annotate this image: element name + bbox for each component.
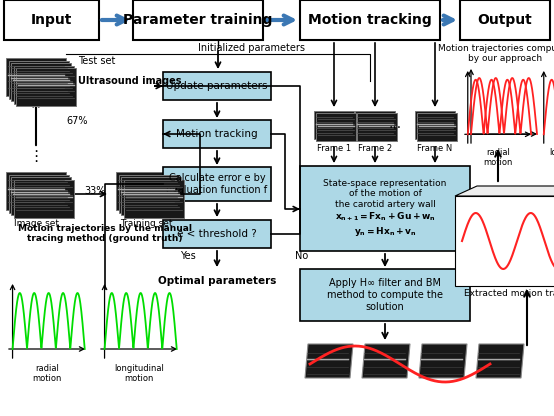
Text: Update parameters: Update parameters [166, 81, 268, 91]
Text: Image set: Image set [13, 219, 59, 228]
Text: Output: Output [478, 13, 532, 27]
Text: State-space representation
of the motion of
the carotid artery wall
$\mathbf{x_{: State-space representation of the motion… [324, 179, 447, 238]
Text: longitudinal
motion: longitudinal motion [549, 148, 554, 167]
Text: Extracted motion trajectory: Extracted motion trajectory [464, 289, 554, 298]
FancyBboxPatch shape [300, 269, 470, 321]
Text: Apply H∞ filter and BM
method to compute the
solution: Apply H∞ filter and BM method to compute… [327, 278, 443, 312]
FancyBboxPatch shape [116, 172, 176, 210]
FancyBboxPatch shape [6, 58, 66, 96]
Polygon shape [305, 344, 353, 378]
Text: Ultrasound images: Ultrasound images [78, 76, 182, 86]
Polygon shape [476, 344, 524, 378]
FancyBboxPatch shape [460, 0, 550, 40]
FancyBboxPatch shape [6, 172, 66, 210]
FancyBboxPatch shape [417, 113, 457, 141]
Text: Frame 2: Frame 2 [358, 144, 392, 153]
Text: longitudinal
motion: longitudinal motion [114, 364, 164, 384]
Text: Parameter training: Parameter training [124, 13, 273, 27]
Text: Yes: Yes [180, 251, 196, 261]
Polygon shape [455, 186, 554, 196]
Text: 67%: 67% [66, 116, 88, 126]
Text: radial
motion: radial motion [32, 364, 61, 384]
FancyBboxPatch shape [13, 179, 74, 218]
Polygon shape [419, 344, 467, 378]
FancyBboxPatch shape [124, 179, 183, 218]
Text: No: No [295, 251, 308, 261]
Text: Frame 1: Frame 1 [317, 144, 351, 153]
FancyBboxPatch shape [300, 166, 470, 251]
FancyBboxPatch shape [8, 174, 69, 213]
FancyBboxPatch shape [4, 0, 99, 40]
FancyBboxPatch shape [163, 220, 271, 248]
FancyBboxPatch shape [13, 65, 74, 104]
FancyBboxPatch shape [8, 60, 69, 99]
Text: ...: ... [388, 117, 402, 131]
FancyBboxPatch shape [163, 120, 271, 148]
FancyBboxPatch shape [316, 113, 356, 141]
Text: Motion trajectories by the manual
tracing method (ground truth): Motion trajectories by the manual tracin… [18, 224, 192, 243]
FancyBboxPatch shape [119, 174, 178, 213]
Text: e < threshold ?: e < threshold ? [177, 229, 257, 239]
FancyBboxPatch shape [163, 167, 271, 201]
Text: Input: Input [31, 13, 72, 27]
FancyBboxPatch shape [355, 111, 395, 139]
FancyBboxPatch shape [415, 111, 455, 139]
FancyBboxPatch shape [357, 113, 397, 141]
Text: Optimal parameters: Optimal parameters [158, 276, 276, 286]
FancyBboxPatch shape [163, 72, 271, 100]
Text: Calculate error e by
evaluation function f: Calculate error e by evaluation function… [166, 173, 268, 195]
Text: Frame N: Frame N [417, 144, 453, 153]
Text: Motion tracking: Motion tracking [308, 13, 432, 27]
Text: Motion trajectories computed
by our approach: Motion trajectories computed by our appr… [438, 44, 554, 63]
Polygon shape [362, 344, 410, 378]
FancyBboxPatch shape [455, 196, 554, 286]
Text: ⋮: ⋮ [28, 149, 44, 163]
Text: Motion tracking: Motion tracking [176, 129, 258, 139]
FancyBboxPatch shape [121, 177, 181, 215]
Text: Test set: Test set [78, 56, 115, 66]
Text: Initialized parameters: Initialized parameters [198, 43, 305, 53]
FancyBboxPatch shape [300, 0, 440, 40]
Text: 33%: 33% [84, 186, 106, 196]
FancyBboxPatch shape [133, 0, 263, 40]
FancyBboxPatch shape [11, 63, 71, 101]
FancyBboxPatch shape [314, 111, 354, 139]
Text: Training set: Training set [120, 219, 172, 228]
FancyBboxPatch shape [16, 68, 76, 106]
Text: radial
motion: radial motion [483, 148, 512, 167]
FancyBboxPatch shape [11, 177, 71, 215]
